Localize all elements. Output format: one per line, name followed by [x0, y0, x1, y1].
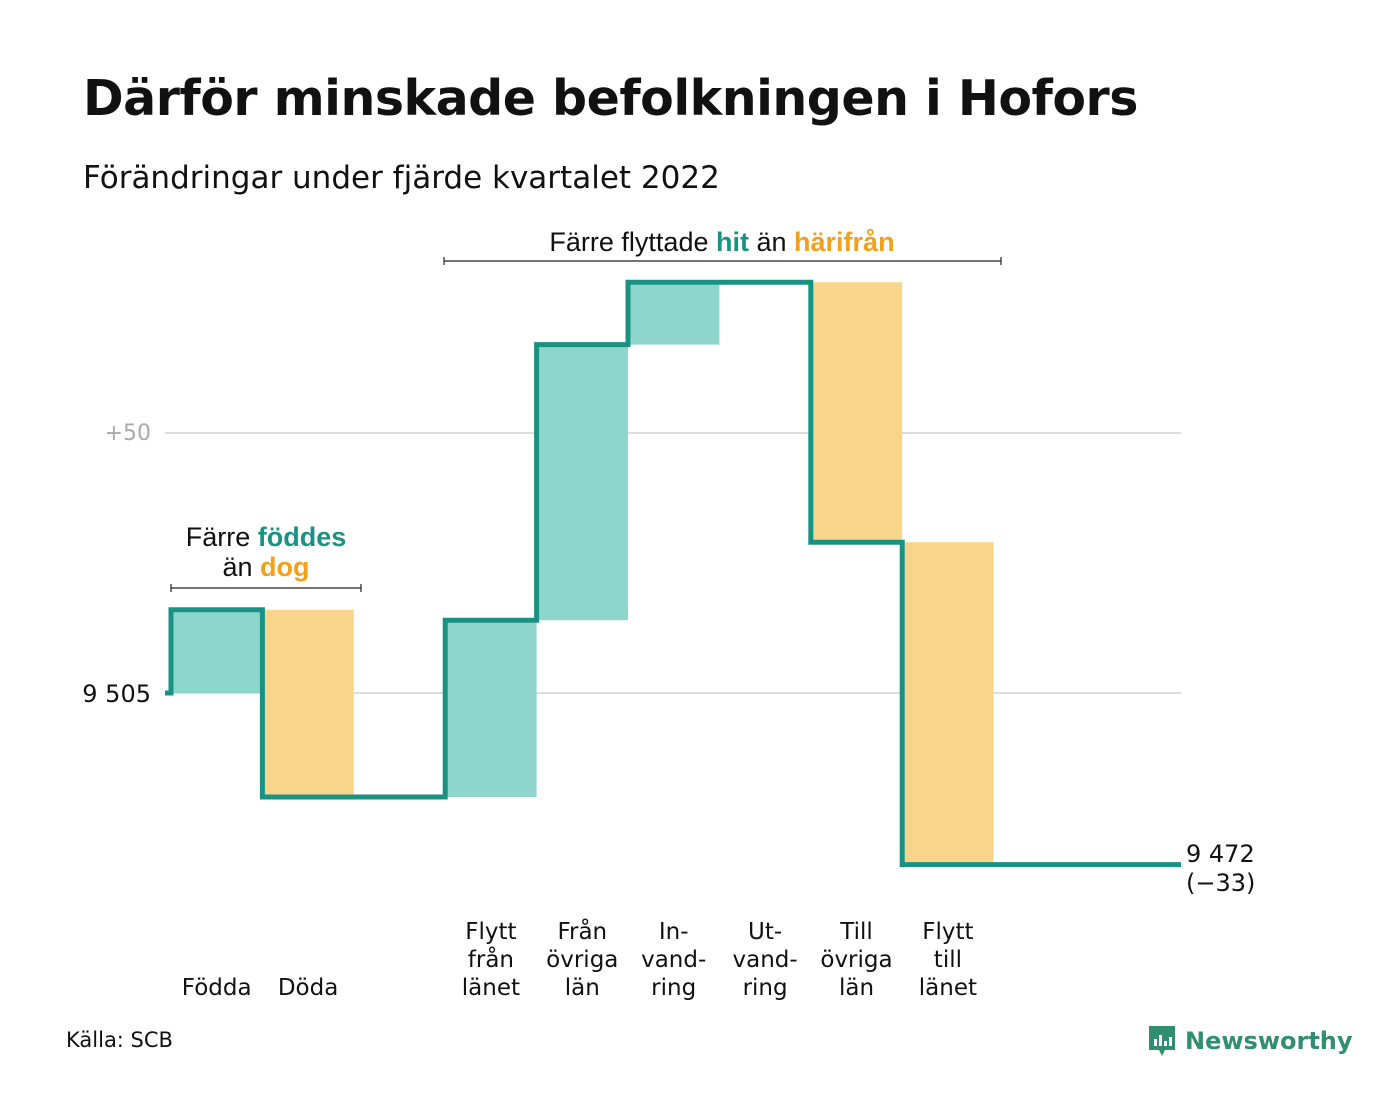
bar-döda	[262, 609, 354, 797]
category-label-line: Flytt	[922, 919, 973, 945]
bars	[171, 282, 994, 865]
category-label-line: vand-	[733, 947, 798, 973]
step-line-group	[165, 279, 1181, 868]
births-out-word: dog	[260, 552, 309, 582]
bar-flytt-från-länet	[445, 620, 537, 797]
category-label-line: ring	[651, 975, 696, 1001]
category-label-line: ring	[743, 975, 788, 1001]
category-label: Från övriga län	[546, 917, 618, 1001]
category-label-line: länet	[462, 975, 520, 1001]
moves-annotation: Färre flyttade hit än härifrån	[549, 227, 894, 257]
start-value-label: 9 505	[82, 680, 151, 708]
category-label-line: Döda	[278, 975, 338, 1001]
births-annotation-line1: Färre föddes	[186, 522, 347, 552]
category-label-line: övriga	[820, 947, 892, 973]
end-change-label: (−33)	[1186, 869, 1255, 897]
bar-invandring	[628, 282, 720, 345]
category-label-line: länet	[919, 975, 977, 1001]
births-hit-word: föddes	[258, 522, 347, 552]
category-label: Födda	[182, 975, 252, 1001]
brand-name: Newsworthy	[1185, 1027, 1353, 1055]
category-label: Till övriga län	[820, 919, 892, 1001]
bar-till-övriga-län	[810, 282, 903, 543]
moves-out-word: härifrån	[794, 227, 895, 257]
category-label-line: till	[934, 947, 962, 973]
category-label: Flytt från länet	[462, 919, 520, 1001]
brand-logo: Newsworthy	[1147, 1024, 1353, 1058]
bar-flytt-till-länet	[902, 542, 994, 865]
bar-från-övriga-län	[536, 344, 628, 621]
gridline-label: +50	[105, 421, 151, 446]
category-label-line: län	[839, 975, 874, 1001]
category-label-line: från	[468, 945, 514, 973]
end-value-label: 9 472	[1186, 840, 1255, 868]
value-labels: 9 505 9 472 (−33)	[82, 680, 1255, 897]
category-label-line: Ut-	[748, 919, 782, 945]
category-label-line: övriga	[546, 947, 618, 973]
category-label-line: Till	[839, 919, 873, 945]
category-label-line: Födda	[182, 975, 252, 1001]
chart-subtitle: Förändringar under fjärde kvartalet 2022	[83, 160, 720, 196]
category-label-line: vand-	[641, 947, 706, 973]
category-label: Döda	[278, 975, 338, 1001]
category-label: Flytt till länet	[919, 919, 977, 1001]
step-line	[165, 279, 1181, 868]
category-label-line: Flytt	[465, 919, 516, 945]
category-label-line: län	[565, 975, 600, 1001]
source-note: Källa: SCB	[66, 1028, 173, 1052]
category-label-line: Från	[557, 917, 607, 945]
annotations: Färre föddes än dog Färre flyttade hit ä…	[170, 227, 1002, 592]
moves-hit-word: hit	[716, 227, 749, 257]
chart-title: Därför minskade befolkningen i Hofors	[83, 70, 1138, 127]
bar-födda	[171, 609, 263, 693]
newsworthy-logo-icon	[1149, 1026, 1175, 1056]
category-label: In-vand-ring	[641, 919, 706, 1001]
births-annotation-line2: än dog	[222, 552, 309, 582]
category-label: Ut-vand-ring	[733, 919, 798, 1001]
category-label-line: In-	[659, 919, 689, 945]
